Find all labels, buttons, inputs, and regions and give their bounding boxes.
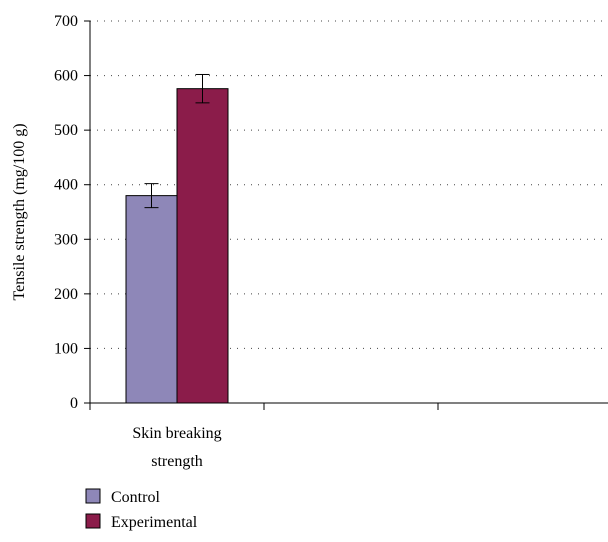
y-tick-label: 300 [54, 231, 78, 248]
legend-label: Control [111, 489, 160, 506]
legend-label: Experimental [111, 514, 198, 531]
y-tick-label: 100 [54, 340, 78, 357]
y-axis-title: Tensile strength (mg/100 g) [11, 123, 28, 300]
legend-swatch [85, 513, 101, 529]
y-tick-label: 0 [70, 395, 78, 412]
y-tick-label: 400 [54, 177, 78, 194]
bar-control [125, 195, 178, 404]
y-tick-label: 600 [54, 68, 78, 85]
y-tick-label: 200 [54, 286, 78, 303]
y-tick-label: 700 [54, 13, 78, 30]
bar-experimental [176, 88, 229, 404]
x-category-label: strength [151, 453, 203, 470]
legend-swatch [85, 488, 101, 504]
x-category-label: Skin breaking [132, 425, 221, 442]
y-tick-label: 500 [54, 122, 78, 139]
